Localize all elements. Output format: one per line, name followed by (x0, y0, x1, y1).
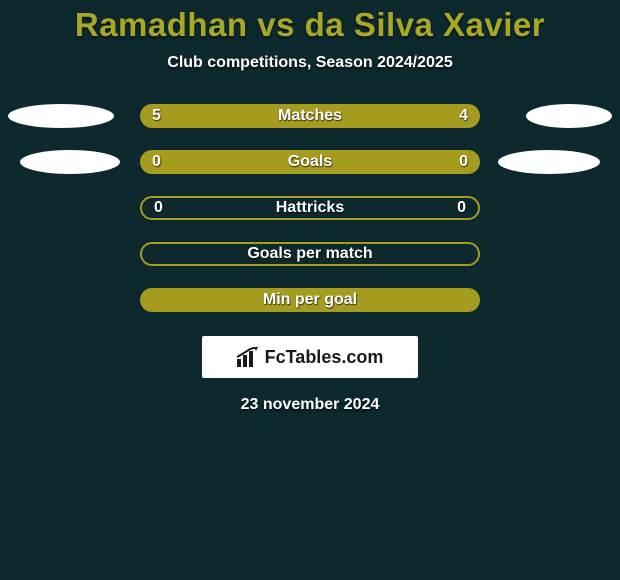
stat-label: Goals per match (247, 245, 372, 263)
stat-right-value: 0 (457, 198, 466, 218)
stat-row: 0 Hattricks 0 (0, 196, 620, 220)
stat-pill: 0 Hattricks 0 (140, 196, 480, 220)
stat-right-value: 0 (459, 150, 468, 174)
brand-chart-icon (237, 347, 259, 367)
page-title: Ramadhan vs da Silva Xavier (0, 0, 620, 44)
page-subtitle: Club competitions, Season 2024/2025 (0, 54, 620, 72)
date-label: 23 november 2024 (0, 396, 620, 414)
left-ellipse (8, 104, 114, 128)
brand-box: FcTables.com (202, 336, 418, 378)
stat-label: Matches (278, 107, 342, 125)
stat-right-value: 4 (459, 104, 468, 128)
stat-row: 5 Matches 4 (0, 104, 620, 128)
right-ellipse (526, 104, 612, 128)
stat-left-value: 0 (154, 198, 163, 218)
stat-rows: 5 Matches 4 0 Goals 0 0 Hattricks 0 Goals per mat… (0, 104, 620, 312)
stat-left-value: 0 (152, 150, 161, 174)
stat-label: Min per goal (263, 291, 357, 309)
stat-pill: 0 Goals 0 (140, 150, 480, 174)
comparison-infographic: Ramadhan vs da Silva Xavier Club competi… (0, 0, 620, 580)
right-ellipse (498, 150, 600, 174)
stat-pill: 5 Matches 4 (140, 104, 480, 128)
stat-row: Min per goal (0, 288, 620, 312)
stat-pill: Goals per match (140, 242, 480, 266)
stat-left-value: 5 (152, 104, 161, 128)
stat-label: Hattricks (276, 199, 344, 217)
stat-row: Goals per match (0, 242, 620, 266)
stat-pill: Min per goal (140, 288, 480, 312)
stat-row: 0 Goals 0 (0, 150, 620, 174)
stat-label: Goals (288, 153, 332, 171)
left-ellipse (20, 150, 120, 174)
brand-text: FcTables.com (265, 347, 384, 368)
